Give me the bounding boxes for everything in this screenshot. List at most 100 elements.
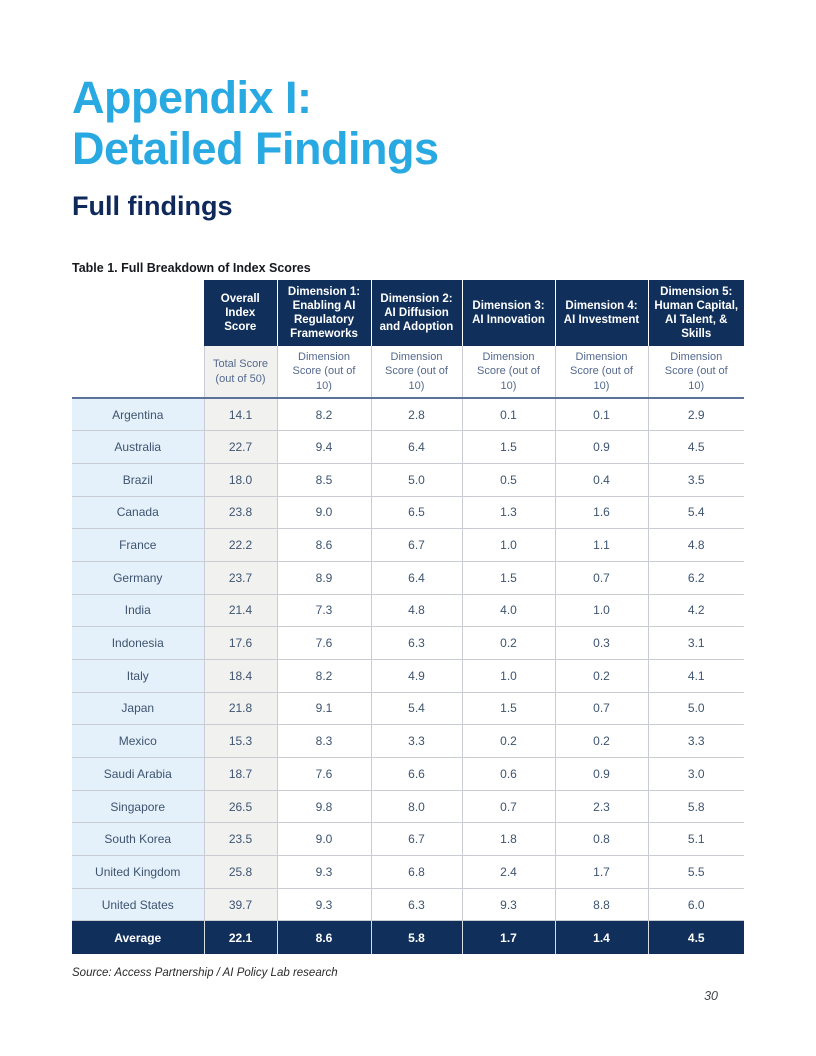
average-dim5-cell: 4.5 [647, 920, 744, 954]
table-row: United Kingdom 25.8 9.3 6.8 2.4 1.7 5.5 [72, 855, 744, 889]
dim2-score-cell: 4.9 [370, 659, 462, 693]
total-score-cell: 23.5 [203, 822, 277, 857]
dim1-score-cell: 7.6 [276, 626, 371, 660]
dim5-score-cell: 3.0 [647, 757, 744, 791]
dim5-score-cell: 5.8 [647, 790, 744, 824]
total-score-cell: 39.7 [203, 888, 277, 922]
country-cell: Japan [72, 692, 204, 726]
average-label-cell: Average [72, 920, 204, 954]
total-score-cell: 15.3 [203, 724, 277, 759]
subheader-dim4-score: Dimension Score (out of 10) [554, 346, 648, 399]
dim2-score-cell: 3.3 [370, 724, 462, 759]
dim5-score-cell: 5.0 [647, 692, 744, 726]
dim5-score-cell: 4.8 [647, 528, 744, 562]
table-row: Brazil 18.0 8.5 5.0 0.5 0.4 3.5 [72, 463, 744, 497]
dim1-score-cell: 8.5 [276, 463, 371, 497]
dim1-score-cell: 9.3 [276, 888, 371, 922]
dim1-score-cell: 8.9 [276, 561, 371, 595]
dim4-score-cell: 8.8 [554, 888, 648, 922]
dim1-score-cell: 8.2 [276, 659, 371, 693]
page-title: Appendix I: Detailed Findings [72, 72, 744, 174]
dim2-score-cell: 6.7 [370, 822, 462, 857]
dim2-score-cell: 2.8 [370, 397, 462, 432]
total-score-cell: 22.2 [203, 528, 277, 562]
country-cell: United Kingdom [72, 855, 204, 889]
header-blank-cell [72, 280, 204, 347]
dim2-score-cell: 6.4 [370, 561, 462, 595]
country-cell: Singapore [72, 790, 204, 824]
dim4-score-cell: 0.2 [554, 724, 648, 759]
country-cell: Brazil [72, 463, 204, 497]
page-title-line1: Appendix I: [72, 72, 312, 123]
table-row: Indonesia 17.6 7.6 6.3 0.2 0.3 3.1 [72, 626, 744, 660]
country-cell: India [72, 594, 204, 628]
table-row: France 22.2 8.6 6.7 1.0 1.1 4.8 [72, 528, 744, 562]
subheader-total-score: Total Score (out of 50) [203, 346, 277, 399]
total-score-cell: 25.8 [203, 855, 277, 889]
dim5-score-cell: 3.5 [647, 463, 744, 497]
dim3-score-cell: 2.4 [461, 855, 555, 889]
dim5-score-cell: 5.4 [647, 496, 744, 530]
country-cell: South Korea [72, 822, 204, 857]
dim5-score-cell: 2.9 [647, 397, 744, 432]
dim1-score-cell: 7.3 [276, 594, 371, 628]
dim4-score-cell: 0.8 [554, 822, 648, 857]
dim3-score-cell: 1.3 [461, 496, 555, 530]
dim1-score-cell: 9.0 [276, 496, 371, 530]
dim5-score-cell: 4.2 [647, 594, 744, 628]
header-dimension-1: Dimension 1: Enabling AI Regulatory Fram… [276, 280, 371, 347]
dim3-score-cell: 1.5 [461, 430, 555, 464]
table-row: Italy 18.4 8.2 4.9 1.0 0.2 4.1 [72, 659, 744, 693]
dim5-score-cell: 5.1 [647, 822, 744, 857]
dim4-score-cell: 0.3 [554, 626, 648, 660]
average-dim1-cell: 8.6 [276, 920, 371, 954]
subheader-blank-cell [72, 346, 204, 399]
header-dimension-4: Dimension 4: AI Investment [554, 280, 648, 347]
total-score-cell: 17.6 [203, 626, 277, 660]
total-score-cell: 18.7 [203, 757, 277, 791]
source-note: Source: Access Partnership / AI Policy L… [72, 966, 338, 979]
country-cell: Italy [72, 659, 204, 693]
dim2-score-cell: 4.8 [370, 594, 462, 628]
average-dim4-cell: 1.4 [554, 920, 648, 954]
dim5-score-cell: 5.5 [647, 855, 744, 889]
dim4-score-cell: 1.7 [554, 855, 648, 889]
dim4-score-cell: 0.7 [554, 561, 648, 595]
table-header-row: Overall Index Score Dimension 1: Enablin… [72, 280, 744, 347]
dim3-score-cell: 1.5 [461, 561, 555, 595]
dim1-score-cell: 8.6 [276, 528, 371, 562]
dim4-score-cell: 0.9 [554, 430, 648, 464]
dim3-score-cell: 0.7 [461, 790, 555, 824]
index-scores-table: Overall Index Score Dimension 1: Enablin… [72, 280, 744, 954]
dim4-score-cell: 0.9 [554, 757, 648, 791]
table-row: South Korea 23.5 9.0 6.7 1.8 0.8 5.1 [72, 822, 744, 857]
dim4-score-cell: 1.1 [554, 528, 648, 562]
table-row: Japan 21.8 9.1 5.4 1.5 0.7 5.0 [72, 692, 744, 726]
header-dimension-5: Dimension 5: Human Capital, AI Talent, &… [647, 280, 744, 347]
dim1-score-cell: 8.2 [276, 397, 371, 432]
table-subheader-row: Total Score (out of 50) Dimension Score … [72, 346, 744, 399]
dim1-score-cell: 7.6 [276, 757, 371, 791]
table-row: India 21.4 7.3 4.8 4.0 1.0 4.2 [72, 594, 744, 628]
dim2-score-cell: 6.6 [370, 757, 462, 791]
dim1-score-cell: 9.0 [276, 822, 371, 857]
dim4-score-cell: 0.2 [554, 659, 648, 693]
table-row: Argentina 14.1 8.2 2.8 0.1 0.1 2.9 [72, 397, 744, 432]
table-row: Canada 23.8 9.0 6.5 1.3 1.6 5.4 [72, 496, 744, 530]
total-score-cell: 21.4 [203, 594, 277, 628]
dim2-score-cell: 6.7 [370, 528, 462, 562]
dim4-score-cell: 0.7 [554, 692, 648, 726]
total-score-cell: 21.8 [203, 692, 277, 726]
header-dimension-2: Dimension 2: AI Diffusion and Adoption [370, 280, 462, 347]
country-cell: Saudi Arabia [72, 757, 204, 791]
total-score-cell: 23.7 [203, 561, 277, 595]
dim3-score-cell: 0.6 [461, 757, 555, 791]
dim3-score-cell: 0.1 [461, 397, 555, 432]
dim3-score-cell: 1.5 [461, 692, 555, 726]
total-score-cell: 18.4 [203, 659, 277, 693]
dim5-score-cell: 6.0 [647, 888, 744, 922]
country-cell: Germany [72, 561, 204, 595]
section-subtitle: Full findings [72, 191, 233, 221]
country-cell: Argentina [72, 397, 204, 432]
